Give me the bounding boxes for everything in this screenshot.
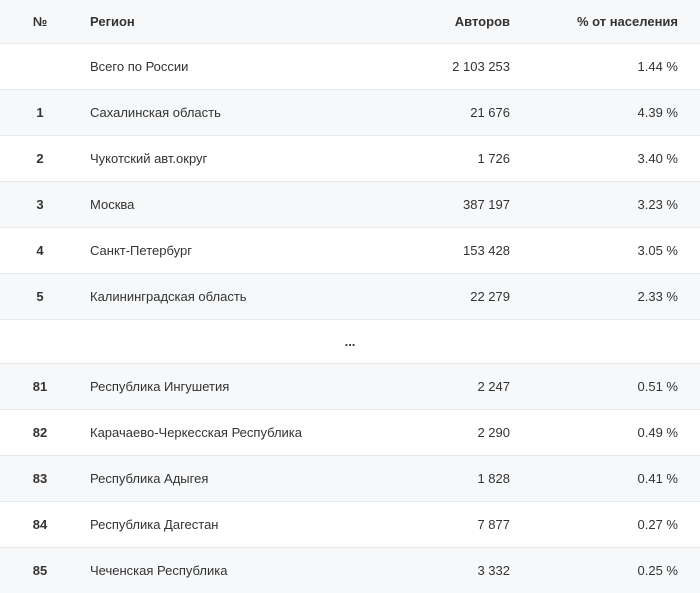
table-row: 2Чукотский авт.округ1 7263.40 %: [0, 136, 700, 182]
cell-percent: 0.41 %: [520, 456, 700, 502]
cell-region: Всего по России: [80, 44, 360, 90]
cell-num: 5: [0, 274, 80, 320]
regions-table: № Регион Авторов % от населения Всего по…: [0, 0, 700, 593]
cell-num: 2: [0, 136, 80, 182]
cell-num: 1: [0, 90, 80, 136]
table-row: 5Калининградская область22 2792.33 %: [0, 274, 700, 320]
cell-percent: 0.51 %: [520, 364, 700, 410]
cell-authors: 2 290: [360, 410, 520, 456]
header-region: Регион: [80, 0, 360, 44]
cell-percent: 4.39 %: [520, 90, 700, 136]
cell-authors: 387 197: [360, 182, 520, 228]
cell-region: Республика Дагестан: [80, 502, 360, 548]
table-body: Всего по России2 103 2531.44 %1Сахалинск…: [0, 44, 700, 593]
cell-authors: 1 726: [360, 136, 520, 182]
cell-num: 84: [0, 502, 80, 548]
cell-region: Чукотский авт.округ: [80, 136, 360, 182]
table-row: 3Москва387 1973.23 %: [0, 182, 700, 228]
cell-percent: 2.33 %: [520, 274, 700, 320]
cell-num: 81: [0, 364, 80, 410]
cell-percent: 0.27 %: [520, 502, 700, 548]
cell-percent: 3.40 %: [520, 136, 700, 182]
header-num: №: [0, 0, 80, 44]
cell-percent: 0.25 %: [520, 548, 700, 593]
cell-num: 3: [0, 182, 80, 228]
cell-authors: 22 279: [360, 274, 520, 320]
table-header-row: № Регион Авторов % от населения: [0, 0, 700, 44]
table-row: Всего по России2 103 2531.44 %: [0, 44, 700, 90]
ellipsis-cell: ...: [0, 320, 700, 364]
cell-num: 83: [0, 456, 80, 502]
cell-percent: 1.44 %: [520, 44, 700, 90]
cell-authors: 7 877: [360, 502, 520, 548]
table-row: 81Республика Ингушетия2 2470.51 %: [0, 364, 700, 410]
header-percent: % от населения: [520, 0, 700, 44]
header-authors: Авторов: [360, 0, 520, 44]
cell-num: [0, 44, 80, 90]
cell-authors: 21 676: [360, 90, 520, 136]
table-row: 82Карачаево-Черкесская Республика2 2900.…: [0, 410, 700, 456]
cell-percent: 3.05 %: [520, 228, 700, 274]
table-row: 84Республика Дагестан7 8770.27 %: [0, 502, 700, 548]
cell-region: Москва: [80, 182, 360, 228]
table-row: 4Санкт-Петербург153 4283.05 %: [0, 228, 700, 274]
cell-region: Калининградская область: [80, 274, 360, 320]
cell-num: 82: [0, 410, 80, 456]
cell-region: Карачаево-Черкесская Республика: [80, 410, 360, 456]
cell-authors: 2 103 253: [360, 44, 520, 90]
cell-region: Республика Ингушетия: [80, 364, 360, 410]
cell-authors: 2 247: [360, 364, 520, 410]
cell-region: Республика Адыгея: [80, 456, 360, 502]
cell-region: Чеченская Республика: [80, 548, 360, 593]
cell-num: 85: [0, 548, 80, 593]
table-row: 85Чеченская Республика3 3320.25 %: [0, 548, 700, 593]
table-row: 83Республика Адыгея1 8280.41 %: [0, 456, 700, 502]
cell-authors: 3 332: [360, 548, 520, 593]
cell-percent: 0.49 %: [520, 410, 700, 456]
ellipsis-row: ...: [0, 320, 700, 364]
cell-percent: 3.23 %: [520, 182, 700, 228]
cell-num: 4: [0, 228, 80, 274]
cell-authors: 1 828: [360, 456, 520, 502]
cell-region: Сахалинская область: [80, 90, 360, 136]
cell-authors: 153 428: [360, 228, 520, 274]
cell-region: Санкт-Петербург: [80, 228, 360, 274]
table-row: 1Сахалинская область21 6764.39 %: [0, 90, 700, 136]
